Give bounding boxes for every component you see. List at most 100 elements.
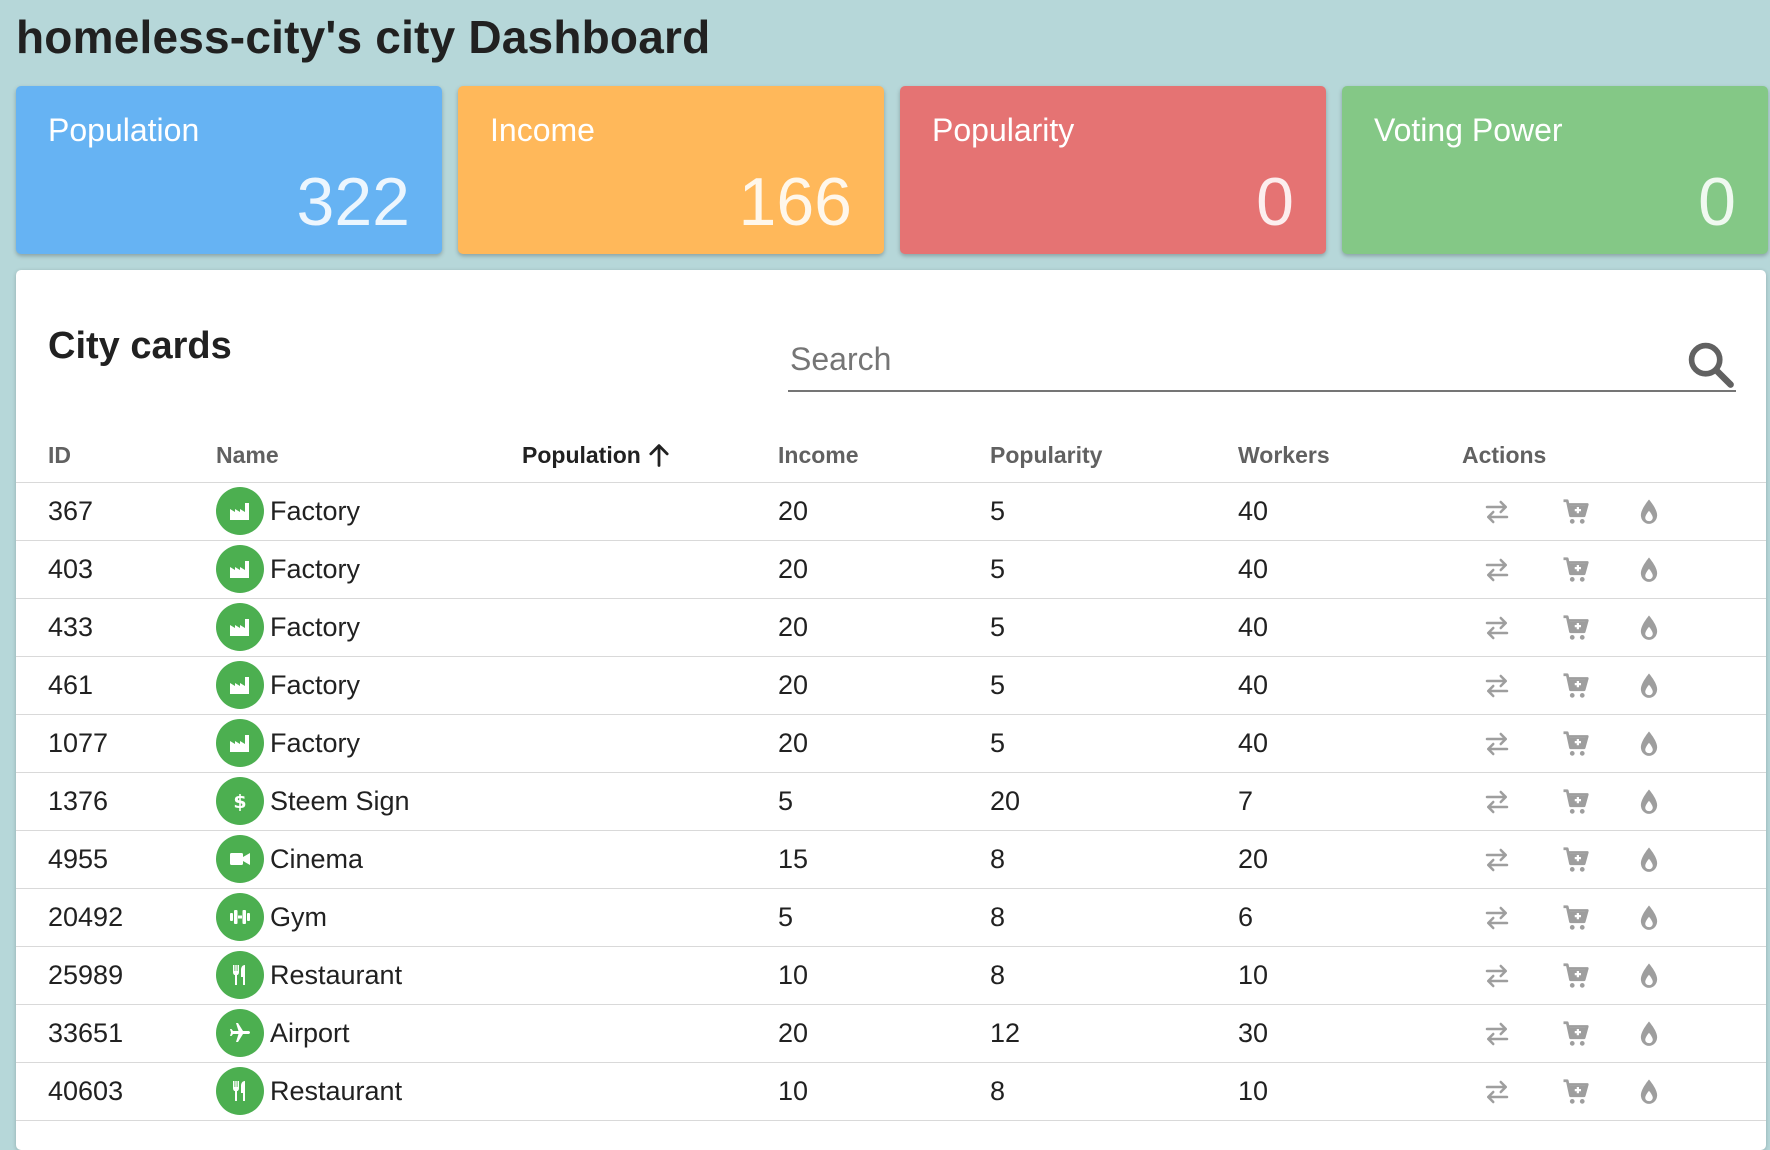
table-row[interactable]: 20492 Gym 5 8 6 — [16, 889, 1766, 947]
column-popularity[interactable]: Popularity — [990, 442, 1103, 468]
transfer-icon[interactable] — [1482, 845, 1512, 875]
page-title: homeless-city's city Dashboard — [16, 11, 711, 63]
cell-name: Factory — [216, 657, 360, 714]
transfer-icon[interactable] — [1482, 671, 1512, 701]
stat-card-population: Population 322 — [16, 86, 442, 254]
stat-value: 322 — [296, 164, 410, 240]
video-camera-icon — [216, 834, 264, 883]
table-row[interactable]: 1077 Factory 20 5 40 — [16, 715, 1766, 773]
cell-income: 20 — [778, 728, 809, 758]
column-id[interactable]: ID — [48, 442, 71, 468]
burn-icon[interactable] — [1634, 1019, 1664, 1049]
cart-icon[interactable] — [1561, 845, 1591, 875]
cell-id: 403 — [48, 554, 94, 584]
cell-workers: 20 — [1238, 844, 1269, 874]
stat-card-popularity: Popularity 0 — [900, 86, 1326, 254]
cart-icon[interactable] — [1561, 1077, 1591, 1107]
cell-popularity: 20 — [990, 786, 1021, 816]
card-name: Factory — [270, 554, 361, 584]
transfer-icon[interactable] — [1482, 613, 1512, 643]
burn-icon[interactable] — [1634, 555, 1664, 585]
column-name[interactable]: Name — [216, 442, 279, 468]
cell-workers: 40 — [1238, 496, 1269, 526]
cart-icon[interactable] — [1561, 729, 1591, 759]
burn-icon[interactable] — [1634, 787, 1664, 817]
transfer-icon[interactable] — [1482, 555, 1512, 585]
table-row[interactable]: 1376 $ Steem Sign 5 20 7 — [16, 773, 1766, 831]
transfer-icon[interactable] — [1482, 961, 1512, 991]
cell-workers: 40 — [1238, 728, 1269, 758]
cell-id: 1077 — [48, 728, 109, 758]
cart-icon[interactable] — [1561, 961, 1591, 991]
transfer-icon[interactable] — [1482, 1019, 1512, 1049]
cart-icon[interactable] — [1561, 787, 1591, 817]
burn-icon[interactable] — [1634, 497, 1664, 527]
cell-income: 20 — [778, 670, 809, 700]
card-name: Restaurant — [270, 1076, 403, 1106]
table-row[interactable]: 33651 Airport 20 12 30 — [16, 1005, 1766, 1063]
factory-icon — [216, 602, 264, 651]
burn-icon[interactable] — [1634, 671, 1664, 701]
burn-icon[interactable] — [1634, 961, 1664, 991]
column-income[interactable]: Income — [778, 442, 859, 468]
cart-icon[interactable] — [1561, 497, 1591, 527]
cell-popularity: 5 — [990, 670, 1006, 700]
cell-income: 15 — [778, 844, 809, 874]
card-name: Gym — [270, 902, 327, 932]
transfer-icon[interactable] — [1482, 787, 1512, 817]
cell-id: 33651 — [48, 1018, 124, 1048]
cell-name: Factory — [216, 541, 360, 598]
table-row[interactable]: 367 Factory 20 5 40 — [16, 483, 1766, 541]
airplane-icon — [216, 1008, 264, 1057]
burn-icon[interactable] — [1634, 903, 1664, 933]
cell-popularity: 5 — [990, 612, 1006, 642]
card-name: Factory — [270, 612, 361, 642]
search-input[interactable] — [788, 330, 1670, 388]
table-row[interactable]: 403 Factory 20 5 40 — [16, 541, 1766, 599]
transfer-icon[interactable] — [1482, 497, 1512, 527]
cell-income: 20 — [778, 554, 809, 584]
table-body: 367 Factory 20 5 40 403 Factory 20 5 40 433 Factory… — [16, 483, 1766, 1121]
cell-workers: 10 — [1238, 960, 1269, 990]
table-row[interactable]: 4955 Cinema 15 8 20 — [16, 831, 1766, 889]
transfer-icon[interactable] — [1482, 1077, 1512, 1107]
card-name: Cinema — [270, 844, 364, 874]
search-field[interactable] — [788, 330, 1736, 392]
burn-icon[interactable] — [1634, 613, 1664, 643]
cell-popularity: 8 — [990, 902, 1006, 932]
cell-name: $ Steem Sign — [216, 773, 410, 830]
stat-label: Income — [490, 112, 595, 148]
burn-icon[interactable] — [1634, 729, 1664, 759]
table-row[interactable]: 25989 Restaurant 10 8 10 — [16, 947, 1766, 1005]
cell-id: 40603 — [48, 1076, 124, 1106]
table-row[interactable]: 40603 Restaurant 10 8 10 — [16, 1063, 1766, 1121]
card-name: Steem Sign — [270, 786, 410, 816]
cell-name: Cinema — [216, 831, 363, 888]
dollar-icon: $ — [216, 776, 264, 825]
search-icon[interactable] — [1684, 338, 1736, 390]
burn-icon[interactable] — [1634, 845, 1664, 875]
transfer-icon[interactable] — [1482, 729, 1512, 759]
cart-icon[interactable] — [1561, 903, 1591, 933]
cell-popularity: 5 — [990, 728, 1006, 758]
cell-income: 5 — [778, 902, 794, 932]
table-row[interactable]: 433 Factory 20 5 40 — [16, 599, 1766, 657]
cart-icon[interactable] — [1561, 1019, 1591, 1049]
column-workers[interactable]: Workers — [1238, 442, 1330, 468]
stat-value: 0 — [1698, 164, 1736, 240]
cart-icon[interactable] — [1561, 671, 1591, 701]
table-row[interactable]: 461 Factory 20 5 40 — [16, 657, 1766, 715]
cell-name: Restaurant — [216, 1063, 402, 1120]
burn-icon[interactable] — [1634, 1077, 1664, 1107]
cell-id: 25989 — [48, 960, 124, 990]
cart-icon[interactable] — [1561, 555, 1591, 585]
column-population[interactable]: Population — [522, 428, 673, 482]
cell-income: 20 — [778, 612, 809, 642]
card-name: Factory — [270, 496, 361, 526]
cell-popularity: 8 — [990, 960, 1006, 990]
cart-icon[interactable] — [1561, 613, 1591, 643]
factory-icon — [216, 486, 264, 535]
cell-name: Factory — [216, 483, 360, 540]
arrow-up-icon — [649, 444, 669, 467]
transfer-icon[interactable] — [1482, 903, 1512, 933]
